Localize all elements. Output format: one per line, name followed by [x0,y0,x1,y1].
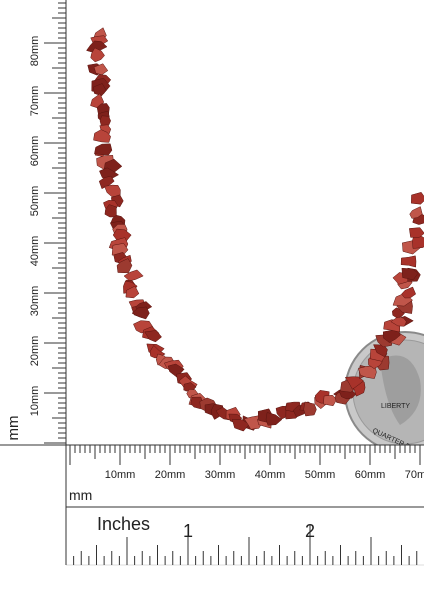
chip [401,267,419,281]
chip [116,258,133,274]
tick-label: 70mm [29,86,41,117]
chip [231,419,250,432]
chip [131,306,150,320]
unit-label: mm [5,416,22,441]
tick-label: 50mm [305,469,336,481]
vertical-ruler: mm 10mm 20mm 30mm 40mm 50mm 60mm 70mm 80mm [0,0,67,446]
chip [93,63,109,76]
chip [125,285,140,299]
chip [323,394,337,407]
chip [400,255,417,268]
tick-label: 60mm [29,136,41,167]
chip [409,206,423,219]
chip [303,401,317,417]
chip [412,234,424,249]
chip [98,175,115,190]
tick-label: 1 [183,521,193,541]
tick-label: 20mm [29,336,41,367]
tick-label: 30mm [205,469,236,481]
tick-label: 10mm [105,469,136,481]
horizontal-ruler: mm 10mm 20mm 30mm 40mm 50mm 60mm 70mm [65,444,424,565]
coin-text: LIBERTY [381,403,410,410]
tick-label: 10mm [29,386,41,417]
chip [90,47,105,63]
chip [344,376,365,390]
chip [93,83,107,97]
tick-label: 60mm [355,469,386,481]
tick-label: 40mm [255,469,286,481]
chip [99,115,111,127]
ruler-title: Inches [97,514,150,534]
tick-label: 50mm [29,186,41,217]
chip [411,192,424,205]
tick-label: 30mm [29,286,41,317]
inch-ruler: Inches 1 2 [65,514,424,566]
chip [390,316,407,327]
chip [123,269,144,282]
necklace [86,27,424,432]
tick-label: 80mm [29,36,41,67]
chip [93,129,111,143]
chip [94,143,113,156]
tick-label: 2 [305,521,315,541]
unit-label: mm [69,487,92,503]
chip [265,412,283,426]
tick-label: 20mm [155,469,186,481]
chip [190,396,204,410]
tick-label: 70mm [405,469,424,481]
tick-label: 40mm [29,236,41,267]
chip [401,286,417,299]
chip [144,330,162,343]
chip [409,227,424,238]
